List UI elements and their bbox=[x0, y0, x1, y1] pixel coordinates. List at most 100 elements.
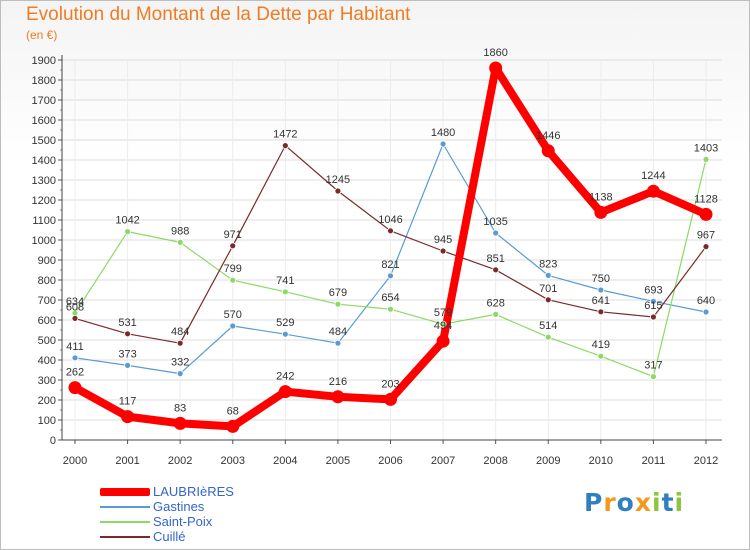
data-point bbox=[124, 330, 131, 338]
chart-subtitle: (en €) bbox=[26, 28, 58, 42]
data-label: 117 bbox=[119, 396, 137, 408]
data-point bbox=[229, 242, 237, 250]
y-tick-label: 700 bbox=[38, 295, 56, 307]
data-point bbox=[650, 313, 657, 321]
x-tick-label: 2011 bbox=[642, 455, 666, 467]
data-label: 641 bbox=[592, 295, 610, 307]
data-label: 1403 bbox=[694, 142, 718, 154]
chart-title: Evolution du Montant de la Dette par Hab… bbox=[26, 4, 411, 25]
data-label: 967 bbox=[697, 230, 715, 242]
y-tick-label: 1700 bbox=[32, 95, 56, 107]
data-point bbox=[597, 352, 605, 360]
data-label: 216 bbox=[329, 376, 347, 388]
legend-swatch bbox=[100, 521, 150, 523]
data-point bbox=[334, 339, 342, 347]
data-point bbox=[278, 385, 292, 399]
data-point bbox=[226, 419, 240, 433]
data-point bbox=[124, 228, 131, 236]
data-label: 1138 bbox=[589, 191, 613, 203]
data-label: 529 bbox=[276, 317, 294, 329]
data-label: 68 bbox=[227, 405, 239, 417]
data-point bbox=[387, 305, 394, 313]
data-point bbox=[281, 288, 289, 296]
data-point bbox=[124, 361, 131, 369]
data-labels: 411 373 332 570 529 484 821 1480 1035 823 750 693 64… bbox=[66, 47, 718, 417]
data-label: 821 bbox=[381, 259, 399, 271]
data-label: 679 bbox=[329, 287, 347, 299]
data-point bbox=[594, 205, 608, 219]
axes bbox=[58, 55, 722, 444]
legend-swatch bbox=[100, 488, 150, 496]
data-point bbox=[331, 390, 345, 404]
data-label: 608 bbox=[66, 301, 84, 313]
data-point bbox=[650, 373, 657, 381]
legend-swatch bbox=[100, 536, 150, 538]
data-point bbox=[229, 276, 237, 284]
data-label: 1128 bbox=[694, 193, 718, 205]
x-tick-label: 2006 bbox=[378, 455, 402, 467]
logo-letter: o bbox=[616, 488, 635, 517]
data-point bbox=[71, 314, 79, 322]
data-label: 634 bbox=[66, 296, 84, 308]
data-point bbox=[544, 296, 552, 304]
y-tick-label: 1400 bbox=[32, 155, 56, 167]
data-label: 1046 bbox=[378, 214, 402, 226]
data-point bbox=[121, 410, 135, 424]
proxiti-logo: Proxiti bbox=[584, 488, 684, 517]
y-tick-label: 0 bbox=[50, 435, 56, 447]
x-tick-label: 2000 bbox=[63, 455, 87, 467]
data-label: 494 bbox=[434, 320, 452, 332]
data-point bbox=[702, 308, 710, 316]
data-point bbox=[492, 310, 500, 318]
legend-label: Gastines bbox=[153, 499, 205, 514]
data-label: 741 bbox=[276, 275, 294, 287]
data-point bbox=[597, 286, 605, 294]
logo-letter: P bbox=[584, 488, 604, 517]
data-label: 640 bbox=[697, 295, 715, 307]
data-point bbox=[489, 61, 503, 75]
data-label: 1446 bbox=[536, 130, 560, 142]
data-label: 1244 bbox=[641, 170, 665, 182]
y-tick-label: 500 bbox=[38, 335, 56, 347]
data-label: 1860 bbox=[483, 47, 507, 59]
data-label: 332 bbox=[171, 357, 189, 369]
data-label: 262 bbox=[66, 367, 84, 379]
y-tick-label: 800 bbox=[38, 275, 56, 287]
data-point bbox=[702, 243, 710, 251]
y-tick-label: 1200 bbox=[32, 195, 56, 207]
x-tick-label: 2007 bbox=[431, 455, 455, 467]
data-point bbox=[68, 381, 82, 395]
data-point bbox=[702, 155, 710, 163]
data-point bbox=[492, 229, 500, 237]
data-point bbox=[544, 333, 552, 341]
data-point bbox=[334, 300, 342, 308]
x-tick-label: 2001 bbox=[115, 455, 139, 467]
data-point bbox=[646, 184, 660, 198]
y-tick-label: 1500 bbox=[32, 135, 56, 147]
data-label: 945 bbox=[434, 234, 452, 246]
data-point bbox=[597, 308, 605, 316]
data-label: 799 bbox=[224, 263, 242, 275]
data-label: 411 bbox=[66, 341, 84, 353]
data-label: 988 bbox=[171, 225, 189, 237]
y-tick-label: 1900 bbox=[32, 55, 56, 67]
logo-letter: t bbox=[661, 488, 675, 517]
data-point bbox=[650, 297, 657, 305]
data-label: 484 bbox=[171, 326, 189, 338]
data-label: 1042 bbox=[115, 215, 139, 227]
x-tick-label: 2002 bbox=[168, 455, 192, 467]
data-label: 317 bbox=[644, 360, 662, 372]
data-point bbox=[439, 247, 447, 255]
data-label: 531 bbox=[118, 317, 136, 329]
data-point bbox=[229, 322, 237, 330]
data-label: 579 bbox=[434, 307, 452, 319]
data-point bbox=[176, 339, 184, 347]
data-label: 514 bbox=[539, 320, 557, 332]
legend-label: Cuillé bbox=[153, 529, 186, 544]
data-point bbox=[439, 320, 447, 328]
logo-letter: i bbox=[652, 488, 662, 517]
data-label: 419 bbox=[592, 339, 610, 351]
data-label: 570 bbox=[224, 309, 242, 321]
